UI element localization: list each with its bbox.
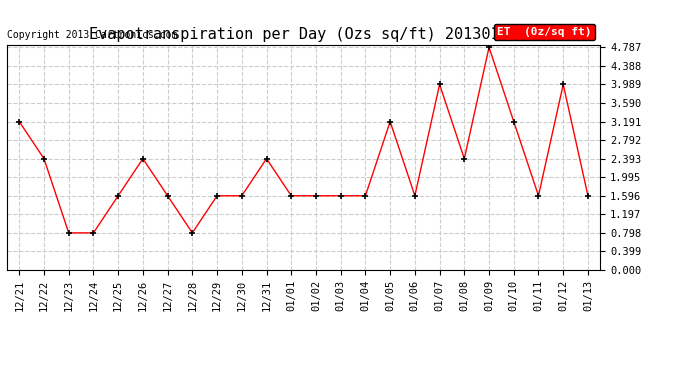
Title: Evapotranspiration per Day (Ozs sq/ft) 20130114: Evapotranspiration per Day (Ozs sq/ft) 2… xyxy=(89,27,518,42)
Legend: ET  (0z/sq ft): ET (0z/sq ft) xyxy=(493,24,595,40)
Text: Copyright 2013 Cartronics.com: Copyright 2013 Cartronics.com xyxy=(7,30,177,40)
